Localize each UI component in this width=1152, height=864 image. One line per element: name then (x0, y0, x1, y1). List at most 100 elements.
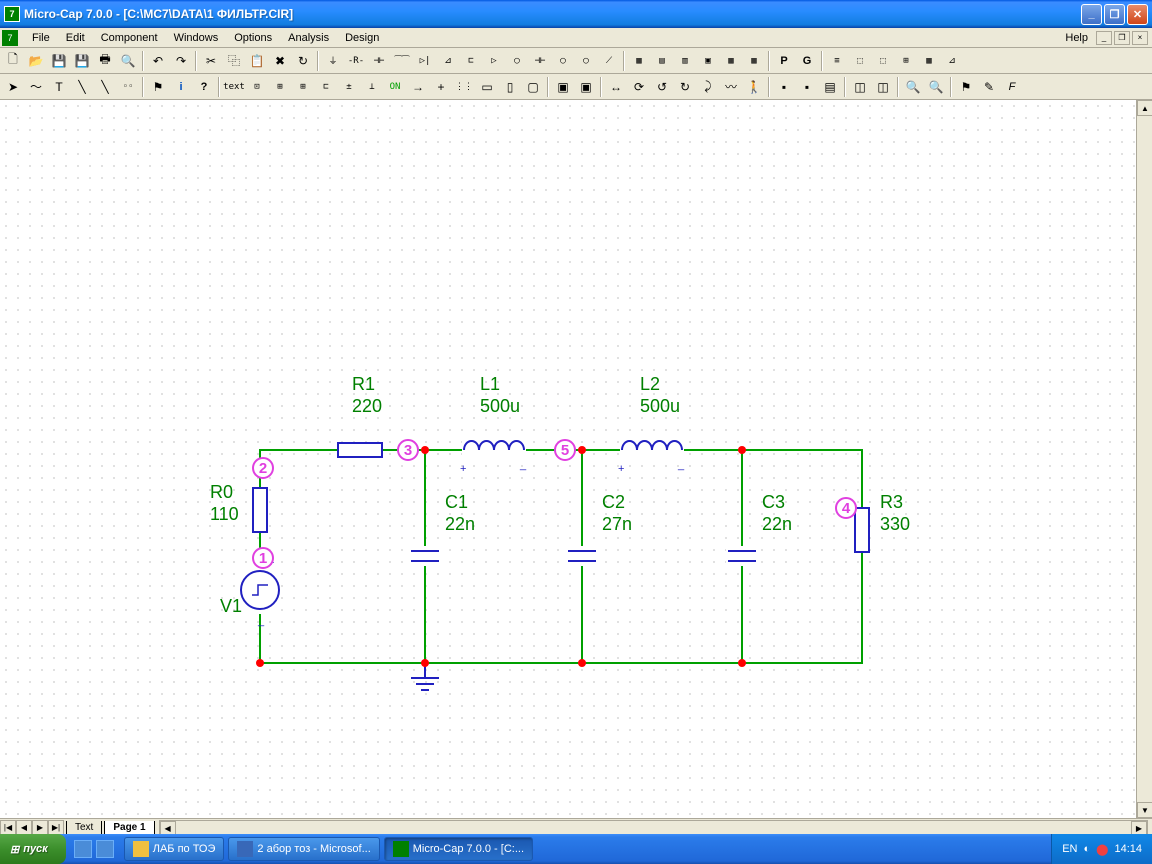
flag2-tool[interactable]: ⚑ (955, 76, 977, 98)
menu-edit[interactable]: Edit (58, 30, 93, 46)
inductor-icon[interactable]: ⁀⁀ (391, 50, 413, 72)
capacitor-icon[interactable]: ⊣⊢ (368, 50, 390, 72)
new-button[interactable]: 🗋 (2, 50, 24, 72)
text-tool[interactable]: T (48, 76, 70, 98)
rect2-tool[interactable]: ▯ (499, 76, 521, 98)
redo-button[interactable]: ↷ (170, 50, 192, 72)
grid-tool[interactable]: ⊞ (269, 76, 291, 98)
opamp-icon[interactable]: ▷ (483, 50, 505, 72)
window5-icon[interactable]: ▦ (720, 50, 742, 72)
scroll-down-icon[interactable]: ▼ (1137, 802, 1152, 818)
refresh-button[interactable]: ↻ (292, 50, 314, 72)
rotate-r-tool[interactable]: ↻ (674, 76, 696, 98)
menu-design[interactable]: Design (337, 30, 387, 46)
comp1-tool[interactable]: ⊞ (292, 76, 314, 98)
view2-tool[interactable]: ◫ (872, 76, 894, 98)
open-button[interactable]: 📂 (25, 50, 47, 72)
taskbar-task[interactable]: ЛАБ по ТОЭ (124, 837, 225, 861)
taskbar-task[interactable]: Micro-Cap 7.0.0 - [C:... (384, 837, 533, 861)
menu-options[interactable]: Options (226, 30, 280, 46)
edit3-tool[interactable]: ▤ (819, 76, 841, 98)
clock[interactable]: 14:14 (1114, 843, 1142, 855)
tool-c-icon[interactable]: ⬚ (872, 50, 894, 72)
on-tool[interactable]: ON (384, 76, 406, 98)
scroll-up-icon[interactable]: ▲ (1137, 100, 1152, 116)
window4-icon[interactable]: ▣ (697, 50, 719, 72)
minimize-button[interactable]: _ (1081, 4, 1102, 25)
schematic-canvas[interactable]: +_V1R0110R1220R3330+_L1500u+_L2500uC122n… (0, 100, 1152, 818)
rect-tool[interactable]: ▭ (476, 76, 498, 98)
info-tool[interactable]: i (170, 76, 192, 98)
mirror-v-tool[interactable]: ⟳ (628, 76, 650, 98)
wire-tool[interactable]: 〜 (25, 76, 47, 98)
textbox-tool[interactable]: text (223, 76, 245, 98)
npn-icon[interactable]: ⊿ (437, 50, 459, 72)
f-tool[interactable]: F (1001, 76, 1023, 98)
tab-text[interactable]: Text (66, 821, 102, 835)
source-icon[interactable]: ◯ (506, 50, 528, 72)
comp2-tool[interactable]: ⊏ (315, 76, 337, 98)
save-button[interactable]: 💾 (48, 50, 70, 72)
tool-d-icon[interactable]: ⊞ (895, 50, 917, 72)
view1-tool[interactable]: ◫ (849, 76, 871, 98)
rotate-l-tool[interactable]: ↺ (651, 76, 673, 98)
zoom-out-tool[interactable]: 🔍 (925, 76, 947, 98)
mdi-minimize-button[interactable]: _ (1096, 31, 1112, 45)
g-button[interactable]: G (796, 50, 818, 72)
copy-button[interactable]: ⿻ (223, 50, 245, 72)
saveall-button[interactable]: 💾 (71, 50, 93, 72)
flag-tool[interactable]: ⚑ (147, 76, 169, 98)
preview-button[interactable]: 🔍 (117, 50, 139, 72)
node-tool[interactable]: ⊡ (246, 76, 268, 98)
ql-ie-icon[interactable] (74, 840, 92, 858)
isource-icon[interactable]: ◯ (552, 50, 574, 72)
print-button[interactable]: 🖶 (94, 50, 116, 72)
mosfet-icon[interactable]: ⊏ (460, 50, 482, 72)
cross-tool[interactable]: + (430, 76, 452, 98)
layer2-tool[interactable]: ▣ (575, 76, 597, 98)
comp4-tool[interactable]: ⊥ (361, 76, 383, 98)
undo-button[interactable]: ↶ (147, 50, 169, 72)
help-tool[interactable]: ? (193, 76, 215, 98)
edit1-tool[interactable]: ▪ (773, 76, 795, 98)
window1-icon[interactable]: ▦ (628, 50, 650, 72)
tab-page1[interactable]: Page 1 (104, 821, 154, 835)
font-tool[interactable]: ✎ (978, 76, 1000, 98)
wave-tool[interactable]: 〰 (720, 76, 742, 98)
start-button[interactable]: ⊞пуск (0, 834, 66, 864)
tray-icon[interactable]: ◐ (1084, 843, 1091, 855)
rect3-tool[interactable]: ▢ (522, 76, 544, 98)
resistor-icon[interactable]: -R- (345, 50, 367, 72)
comp3-tool[interactable]: ± (338, 76, 360, 98)
tool-b-icon[interactable]: ⬚ (849, 50, 871, 72)
menu-windows[interactable]: Windows (166, 30, 227, 46)
language-indicator[interactable]: EN (1062, 843, 1077, 855)
taskbar-task[interactable]: 2 абор тоз - Microsof... (228, 837, 379, 861)
calc-icon[interactable]: ▦ (743, 50, 765, 72)
tool-e-icon[interactable]: ▦ (918, 50, 940, 72)
tool-a-icon[interactable]: ≡ (826, 50, 848, 72)
ground-icon[interactable]: ⏚ (322, 50, 344, 72)
vertical-scrollbar[interactable]: ▲ ▼ (1136, 100, 1152, 818)
maximize-button[interactable]: ❐ (1104, 4, 1125, 25)
menu-file[interactable]: File (24, 30, 58, 46)
mirror-h-tool[interactable]: ↔ (605, 76, 627, 98)
ql-mail-icon[interactable] (96, 840, 114, 858)
tool-f-icon[interactable]: ⊿ (941, 50, 963, 72)
p-button[interactable]: P (773, 50, 795, 72)
mdi-close-button[interactable]: × (1132, 31, 1148, 45)
close-button[interactable]: ✕ (1127, 4, 1148, 25)
menu-analysis[interactable]: Analysis (280, 30, 337, 46)
menu-help[interactable]: Help (1057, 30, 1096, 46)
dotgrid-tool[interactable]: ⋮⋮ (453, 76, 475, 98)
zoom-in-tool[interactable]: 🔍 (902, 76, 924, 98)
switch-icon[interactable]: ⟋ (598, 50, 620, 72)
layer1-tool[interactable]: ▣ (552, 76, 574, 98)
flip-tool[interactable]: ⤸ (697, 76, 719, 98)
window2-icon[interactable]: ▤ (651, 50, 673, 72)
select-tool[interactable]: ➤ (2, 76, 24, 98)
edit2-tool[interactable]: ▪ (796, 76, 818, 98)
delete-button[interactable]: ✖ (269, 50, 291, 72)
arrow-tool[interactable]: → (407, 76, 429, 98)
bus-tool[interactable]: ◦◦ (117, 76, 139, 98)
